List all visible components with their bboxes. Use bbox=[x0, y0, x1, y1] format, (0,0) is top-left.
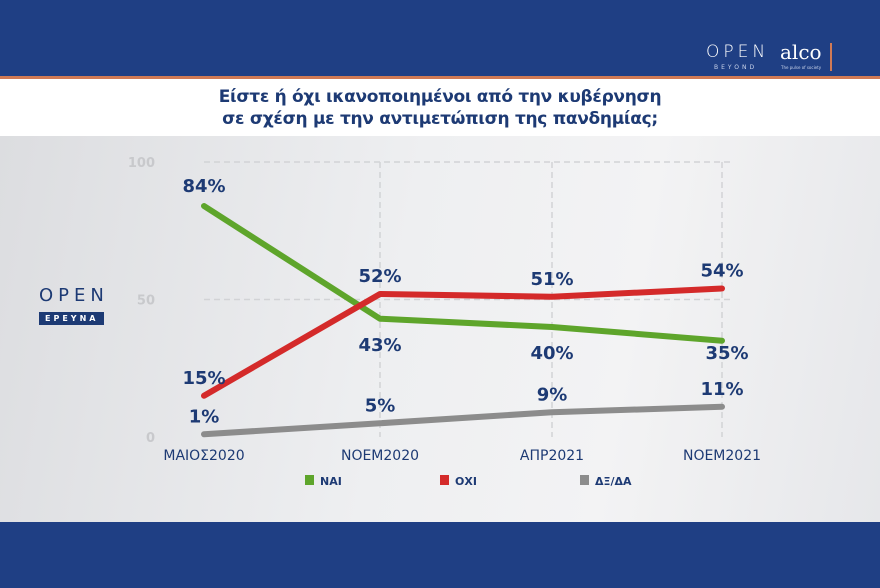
chart-title: Είστε ή όχι ικανοποιημένοι από την κυβέρ… bbox=[0, 79, 880, 130]
data-label: 43% bbox=[358, 335, 401, 356]
open-logo: OPEN bbox=[706, 42, 770, 62]
y-tick-label: 100 bbox=[128, 156, 155, 171]
data-label: 11% bbox=[700, 379, 743, 400]
x-tick-label: ΝΟΕΜ2020 bbox=[341, 448, 419, 464]
x-tick-label: ΑΠΡ2021 bbox=[520, 448, 584, 464]
alco-logo: alco bbox=[780, 40, 822, 64]
data-label: 52% bbox=[358, 266, 401, 287]
open-ereyna-logo: OPEN ΕΡΕΥΝΑ bbox=[39, 285, 109, 325]
data-label: 5% bbox=[365, 395, 396, 416]
legend-label: ΟΧΙ bbox=[455, 475, 477, 488]
data-label: 15% bbox=[182, 368, 225, 389]
legend-swatch bbox=[580, 475, 589, 485]
x-tick-label: ΜΑΙΟΣ2020 bbox=[163, 448, 244, 464]
series-line-nai bbox=[201, 203, 725, 344]
bottom-banner bbox=[0, 522, 880, 588]
data-label: 40% bbox=[530, 343, 573, 364]
y-tick-label: 0 bbox=[146, 431, 155, 446]
chart-area bbox=[0, 136, 880, 522]
data-label: 84% bbox=[182, 176, 225, 197]
open-ereyna-logo-open: OPEN bbox=[39, 285, 109, 306]
series-line-oxi bbox=[201, 285, 725, 399]
data-label: 35% bbox=[705, 343, 748, 364]
legend-label: ΔΞ/ΔΑ bbox=[595, 475, 632, 488]
data-label: 54% bbox=[700, 261, 743, 282]
open-beyond-logo: BEYOND bbox=[714, 64, 758, 71]
data-label: 1% bbox=[189, 406, 220, 427]
top-banner bbox=[0, 0, 880, 76]
data-label: 51% bbox=[530, 269, 573, 290]
title-line-1: Είστε ή όχι ικανοποιημένοι από την κυβέρ… bbox=[218, 87, 662, 107]
alco-tagline: The pulse of society bbox=[781, 65, 822, 70]
series-line-dx bbox=[201, 403, 725, 438]
open-ereyna-logo-ereyna: ΕΡΕΥΝΑ bbox=[39, 312, 105, 325]
y-tick-label: 50 bbox=[137, 294, 155, 309]
legend-label: ΝΑΙ bbox=[320, 475, 342, 488]
x-tick-label: ΝΟΕΜ2021 bbox=[683, 448, 761, 464]
title-line-2: σε σχέση με την αντιμετώπιση της πανδημί… bbox=[222, 109, 658, 129]
legend-swatch bbox=[305, 475, 314, 485]
logo-divider bbox=[830, 43, 832, 71]
accent-line bbox=[0, 76, 880, 79]
title-band: Είστε ή όχι ικανοποιημένοι από την κυβέρ… bbox=[0, 79, 880, 136]
legend-swatch bbox=[440, 475, 449, 485]
data-label: 9% bbox=[537, 384, 568, 405]
